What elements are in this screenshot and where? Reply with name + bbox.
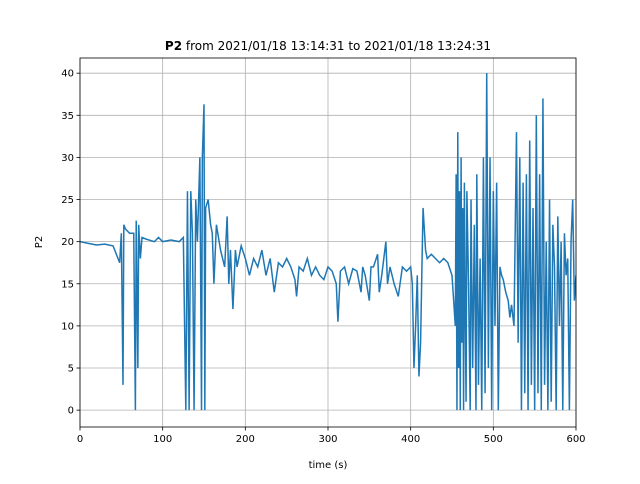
x-tick-label: 200 <box>236 434 255 445</box>
y-tick-label: 30 <box>61 153 74 164</box>
title-text: from 2021/01/18 13:14:31 to 2021/01/18 1… <box>186 39 491 53</box>
data-line <box>80 73 576 411</box>
x-axis-label: time (s) <box>309 460 348 471</box>
y-tick-label: 15 <box>61 279 74 290</box>
chart-title: P2 from 2021/01/18 13:14:31 to 2021/01/1… <box>165 39 491 53</box>
y-axis-label: P2 <box>34 236 45 248</box>
plot-frame <box>79 57 577 428</box>
x-tick-label: 0 <box>77 434 83 445</box>
y-tick-label: 5 <box>68 364 74 375</box>
x-tick-label: 400 <box>401 434 420 445</box>
y-tick-label: 10 <box>61 321 74 332</box>
x-tick-label: 500 <box>484 434 503 445</box>
x-tick-label: 100 <box>153 434 172 445</box>
y-tick-label: 0 <box>68 406 74 417</box>
y-tick-label: 35 <box>61 111 74 122</box>
y-tick-label: 40 <box>61 69 74 80</box>
y-tick-label: 25 <box>61 195 74 206</box>
y-tick-label: 20 <box>61 237 74 248</box>
x-tick-label: 300 <box>318 434 337 445</box>
x-tick-label: 600 <box>566 434 585 445</box>
title-bold: P2 <box>165 39 182 53</box>
